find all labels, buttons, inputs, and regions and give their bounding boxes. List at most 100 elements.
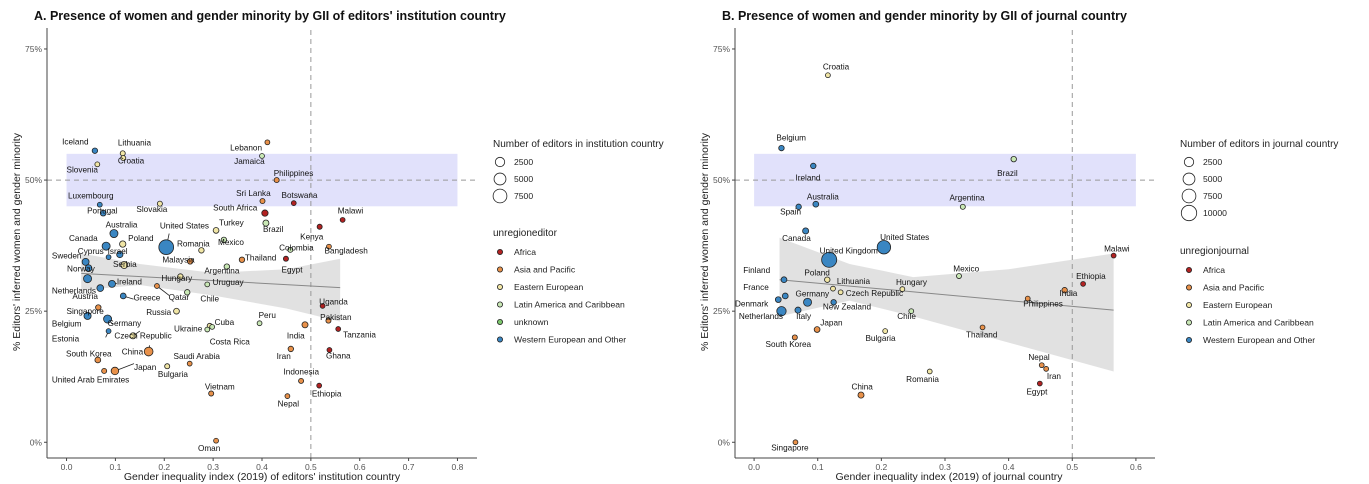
panel-a-label-romania: Romania [177, 240, 210, 249]
panel-a-point-singapore [95, 304, 102, 311]
panel-a-point-philippines [273, 177, 280, 184]
panel-b-point-italy [794, 306, 802, 314]
panel-b-confidence-ribbon [779, 237, 1114, 372]
panel-a-point-romania [198, 247, 205, 254]
panel-b-color-legend-key [1186, 266, 1193, 273]
panel-b-point-egypt [1036, 380, 1043, 387]
panel-a-color-legend-title: unregioneditor [493, 228, 558, 239]
panel-a-color-legend-label: Asia and Pacific [514, 265, 576, 275]
panel-b-color-legend-key [1186, 284, 1193, 291]
panel-b-color-legend-label: Latin America and Caribbean [1203, 318, 1314, 328]
panel-a-label-bangladesh: Bangladesh [325, 246, 369, 255]
panel-a-label-poland: Poland [128, 234, 154, 243]
panel-b-label-south-korea: South Korea [766, 340, 812, 349]
panel-b-point-bulgaria [882, 328, 889, 334]
panel-b-point-croatia [825, 72, 831, 79]
panel-a-point-brazil [262, 219, 270, 227]
panel-b-x-tick-label: 0.2 [875, 462, 887, 472]
panel-a-point-iran [287, 345, 294, 353]
panel-a-label-china: China [122, 348, 144, 357]
panel-b-label-new-zealand: New Zealand [823, 303, 872, 312]
panel-a-label-russia: Russia [146, 308, 171, 317]
panel-b-point-france [781, 292, 789, 300]
panel-a-point-china [143, 346, 154, 357]
panel-a-point-pakistan [325, 317, 332, 324]
panel-a-point-south-africa [261, 209, 269, 217]
panel-a-label-serbia: Serbia [113, 260, 137, 269]
panel-a-label-croatia: Croatia [118, 156, 145, 165]
panel-a-label-austria: Austria [72, 292, 98, 301]
panel-a-label-canada: Canada [69, 234, 98, 243]
panel-a-x-axis-label: Gender inequality index (2019) of editor… [124, 471, 401, 483]
panel-b-color-legend-title: unregionjournal [1180, 246, 1249, 257]
panel-a-point-united-states [158, 239, 175, 255]
panel-b-point-japan [813, 326, 821, 333]
panel-b-point-thailand [979, 324, 986, 331]
panel-a-label-slovakia: Slovakia [136, 205, 167, 214]
panel-a-point-malawi [339, 217, 346, 223]
panel-b-label-china: China [851, 382, 873, 391]
panel-b-label-japan: Japan [820, 318, 843, 327]
panel-b-label-mexico: Mexico [953, 264, 979, 273]
panel-b-color-legend-key [1186, 319, 1193, 326]
panel-b-label-singapore: Singapore [771, 444, 809, 453]
panel-b-point-belgium [778, 144, 785, 152]
panel-b-point-united-states [876, 240, 892, 255]
panel-a-label-lithuania: Lithuania [118, 138, 152, 147]
panel-b-x-tick-label: 0.4 [1003, 462, 1015, 472]
panel-a-point-slovakia [156, 200, 163, 207]
panel-a-color-legend-key [496, 336, 503, 343]
panel-b-point-chile [908, 308, 915, 315]
panel-b-y-axis-label: % Editors' inferred women and gender min… [699, 132, 711, 351]
panel-a-point-poland [119, 240, 127, 248]
panel-a-point-turkey [212, 227, 220, 234]
panel-a-label-lebanon: Lebanon [230, 144, 262, 153]
panel-b-point-canada [802, 227, 810, 235]
panel-b: B. Presence of women and gender minority… [699, 9, 1338, 483]
panel-b-size-legend-label: 10000 [1203, 208, 1227, 218]
panel-b-y-tick-label: 25% [713, 306, 730, 316]
panel-a-point-tanzania [335, 326, 342, 332]
panel-a-point-indonesia [298, 377, 305, 384]
panel-b-label-romania: Romania [906, 375, 939, 384]
panel-a-label-chile: Chile [200, 295, 219, 304]
panel-b-label-poland: Poland [804, 269, 830, 278]
panel-a-label-germany: Germany [108, 319, 143, 328]
panel-a-point-united-arab-emirates [101, 368, 108, 374]
panel-a-label-slovenia: Slovenia [67, 166, 99, 175]
panel-b-point-germany [803, 297, 812, 307]
panel-a-color-legend-label: Latin America and Caribbean [514, 300, 625, 310]
panel-a-label-kenya: Kenya [300, 232, 324, 241]
panel-a-point-uganda [319, 303, 326, 309]
panel-b-point-brazil [1010, 155, 1017, 163]
panel-b-color-legend-key [1186, 336, 1193, 343]
panel-b-point-denmark [774, 296, 782, 303]
panel-b-label-bulgaria: Bulgaria [865, 334, 895, 343]
panel-a-label-malaysia: Malaysia [162, 255, 195, 264]
panel-a-point-lebanon [264, 139, 271, 146]
panel-a-size-legend-label: 2500 [514, 157, 533, 167]
panel-a-label-turkey: Turkey [219, 219, 245, 228]
panel-a-point-ireland [108, 280, 116, 288]
panel-a-point-slovenia [94, 161, 101, 168]
panel-b-point-finland [780, 276, 788, 284]
panel-b-label-france: France [743, 283, 769, 292]
panel-a-label-indonesia: Indonesia [284, 368, 320, 377]
panel-b-color-legend-label: Asia and Pacific [1203, 283, 1265, 293]
panel-a-label-australia: Australia [106, 220, 138, 229]
panel-a-label-thailand: Thailand [245, 253, 277, 262]
panel-a-label-bulgaria: Bulgaria [158, 370, 188, 379]
panel-a-point-argentina [223, 263, 230, 270]
panel-a-label-ethiopia: Ethiopia [312, 390, 342, 399]
panel-a-point-malaysia [187, 258, 194, 265]
panel-a-title: A. Presence of women and gender minority… [34, 9, 506, 23]
panel-a-label-cuba: Cuba [215, 318, 235, 327]
panel-a-label-japan: Japan [134, 363, 157, 372]
panel-a-label-uruguay: Uruguay [213, 278, 245, 287]
panel-b-label-philippines: Philippines [1023, 299, 1063, 308]
panel-a-label-costa-rica: Costa Rica [210, 338, 250, 347]
panel-b-label-finland: Finland [743, 266, 770, 275]
panel-a-x-tick-label: 0.8 [452, 462, 464, 472]
panel-a-point-oman [213, 437, 219, 444]
